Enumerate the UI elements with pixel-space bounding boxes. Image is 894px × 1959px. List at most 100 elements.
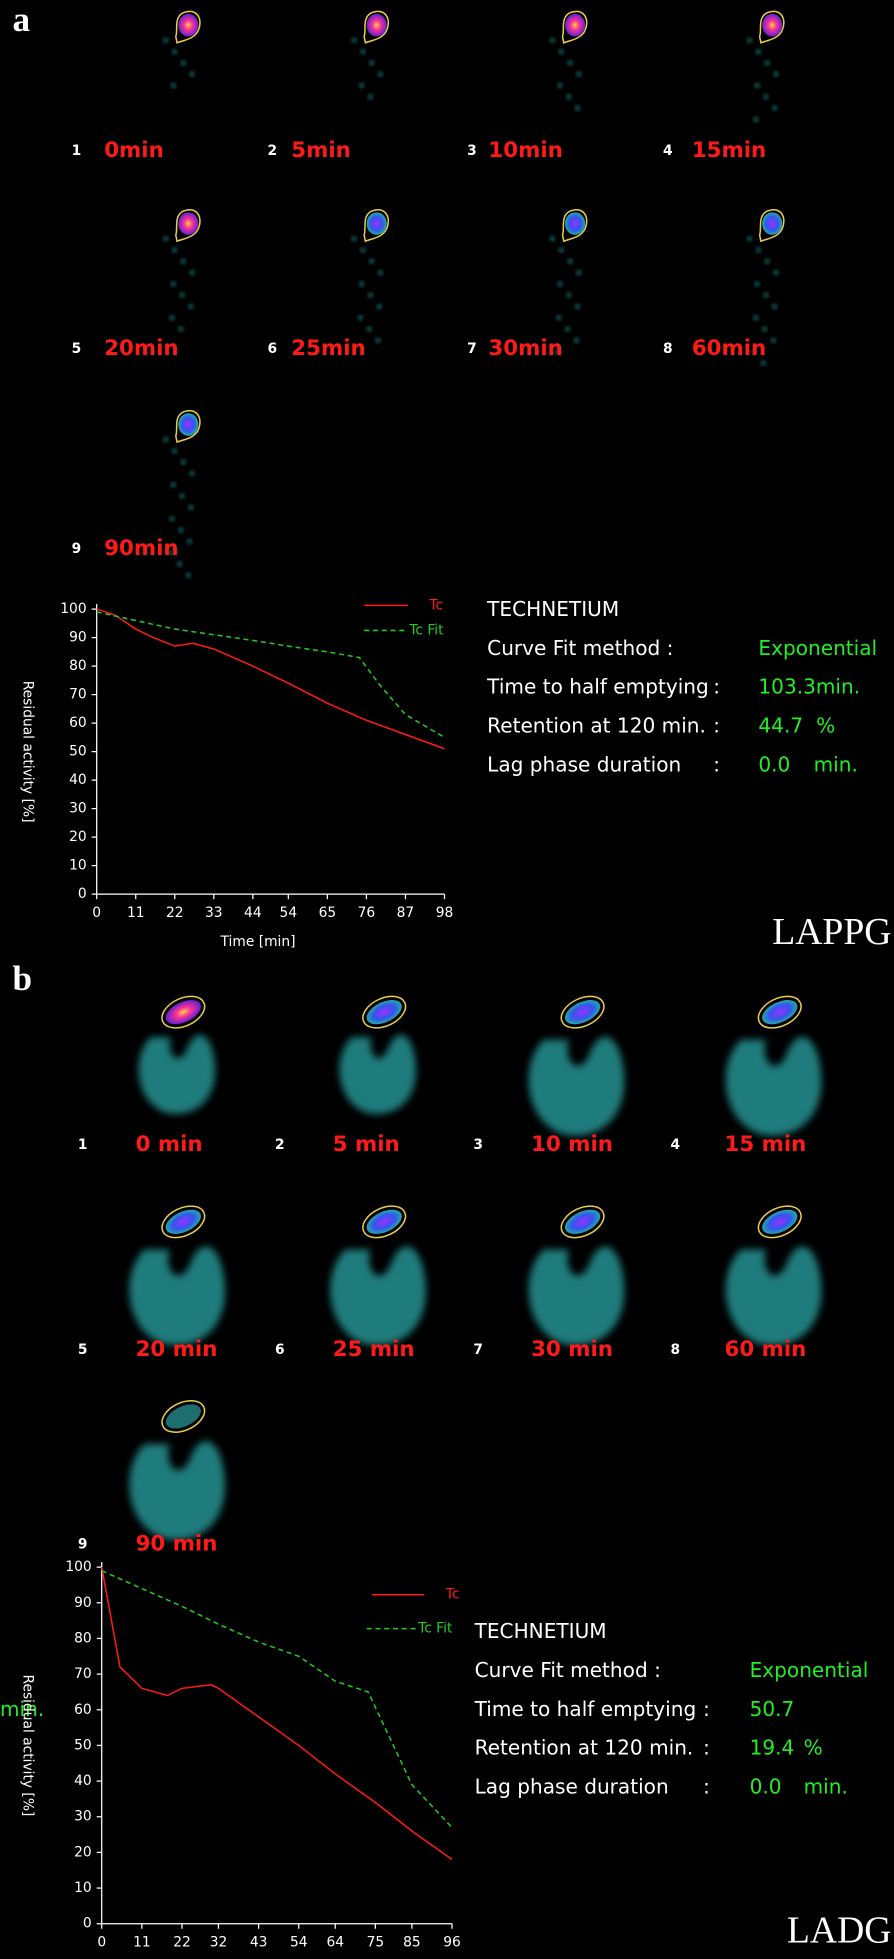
activity-spot [368,258,375,265]
frame-index: 8 [663,341,673,357]
roi-outline [161,1399,206,1433]
x-tick-label: 96 [443,1935,461,1951]
stomach-body [528,1036,625,1136]
activity-spot [771,303,778,310]
stomach-body [129,1441,225,1540]
activity-spot [752,116,760,123]
activity-spot [377,71,384,78]
activity-spot [359,246,367,254]
frame-time: 15min [692,138,766,163]
x-tick-label: 11 [127,905,145,921]
frame-index: 3 [467,143,477,159]
activity-spot [188,71,196,78]
activity-spot [565,292,572,299]
x-tick-label: 54 [280,905,298,921]
activity-core [762,13,783,37]
stomach-body [138,1034,216,1114]
frame-time: 10 min [531,1132,613,1157]
frame-time: 60 min [724,1337,806,1362]
activity-spot [188,269,196,276]
activity-spot [377,269,384,276]
scan-image [162,209,201,333]
roi-outline [362,995,407,1029]
activity-core [178,413,199,436]
series-line [96,608,445,750]
frame-index: 9 [78,1537,88,1553]
activity-core [366,1000,402,1025]
activity-spot [760,359,767,367]
frame-index: 3 [473,1137,483,1153]
frame-index: 6 [267,341,277,357]
activity-spot [170,280,177,288]
scan-image [129,1205,225,1346]
info-label: Retention at 120 min. [487,714,706,738]
activity-spot [755,246,762,254]
series-line [100,1566,453,1861]
scan-image [129,1399,225,1540]
y-tick-label: 60 [74,1702,92,1718]
activity-spot [762,292,770,299]
y-tick-label: 40 [74,1773,92,1789]
y-tick-label: 80 [69,658,87,674]
activity-spot [168,515,176,522]
frame-time: 30min [488,336,562,361]
scan-image [528,995,625,1136]
activity-core [762,1209,798,1234]
roi-outline [757,995,802,1029]
activity-spot [366,325,373,333]
activity-spot [180,59,187,67]
activity-spot [556,82,564,89]
info-label: Lag phase duration [475,1775,669,1799]
x-tick-label: 32 [210,1935,228,1951]
activity-spot [575,269,582,276]
panel-letter: a [13,0,31,39]
info-label: Retention at 120 min. [475,1736,694,1760]
info-value: 103.3min. [758,675,860,699]
scan-image [330,1205,426,1346]
scan-image [549,209,588,355]
activity-spot [171,246,178,254]
activity-spot [573,337,580,344]
info-colon: : [713,675,720,699]
activity-core [165,1209,201,1234]
frame-index: 2 [275,1137,285,1153]
info-title: TECHNETIUM [474,1619,607,1643]
activity-spot [177,526,184,534]
activity-spot [176,560,183,568]
roi-outline [363,209,390,243]
frame-time: 90 min [136,1532,218,1557]
stomach-body [528,1246,625,1346]
frame-time: 30 min [531,1337,613,1362]
frame-time: 60min [692,336,766,361]
y-tick-label: 100 [60,601,86,617]
roi-outline [175,10,201,44]
frame-index: 7 [473,1342,483,1358]
y-tick-label: 90 [74,1595,92,1611]
x-tick-label: 22 [166,905,184,921]
activity-spot [556,280,564,288]
activity-spot [549,235,556,242]
activity-core [565,1000,601,1025]
info-unit: min. [814,753,858,777]
activity-core [366,13,387,37]
activity-spot [751,348,758,355]
activity-core [178,13,199,37]
x-tick-label: 22 [173,1935,191,1951]
activity-core [565,13,586,37]
activity-spot [168,314,176,321]
info-value: 19.4 [750,1736,795,1760]
info-colon: : [713,714,720,738]
activity-core [165,1404,201,1429]
roi-outline [757,1205,802,1239]
activity-spot [764,59,771,67]
panel-label: LAPPG [772,911,891,953]
activity-spot [178,292,186,299]
scan-image [162,410,201,579]
info-label: Lag phase duration [487,753,681,777]
activity-spot [374,337,382,344]
y-tick-label: 0 [83,1916,92,1932]
info-colon: : [713,753,720,777]
activity-spot [188,470,196,477]
roi-outline [161,995,206,1029]
